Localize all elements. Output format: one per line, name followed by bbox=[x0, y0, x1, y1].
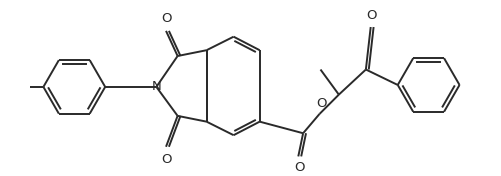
Text: N: N bbox=[151, 80, 161, 93]
Text: O: O bbox=[294, 161, 305, 174]
Text: O: O bbox=[366, 9, 377, 22]
Text: O: O bbox=[316, 97, 327, 110]
Text: O: O bbox=[161, 153, 171, 166]
Text: O: O bbox=[161, 12, 171, 25]
